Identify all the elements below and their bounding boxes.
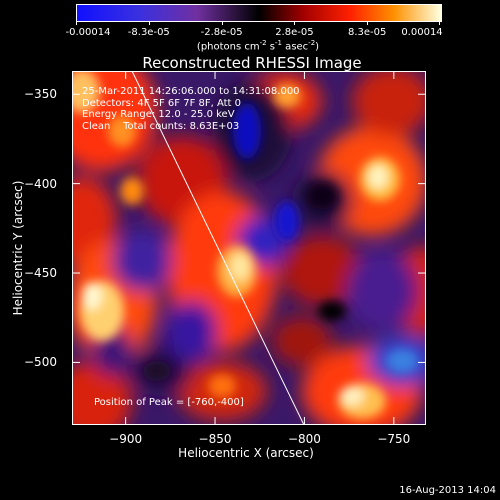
- colorbar-label: -2.8e-05: [200, 27, 243, 38]
- y-tick-label: −500: [24, 355, 57, 370]
- colorbar-tick: [439, 21, 440, 25]
- colorbar-tick: [148, 21, 150, 25]
- energy-range: Energy Range: 12.0 - 25.0 keV: [82, 109, 235, 120]
- rhessi-image-plot: 25-Mar-2011 14:26:06.000 to 14:31:08.000…: [72, 71, 426, 425]
- colorbar-label: -8.3e-05: [127, 27, 170, 38]
- colorbar-units: (photons cm-2 s-1 asec-2): [196, 39, 320, 53]
- colorbar-tick: [294, 21, 296, 25]
- colorbar-label: 8.3e-05: [347, 27, 387, 38]
- clean-counts: Clean Total counts: 8.63E+03: [82, 120, 240, 132]
- colorbar-tick: [76, 21, 77, 25]
- y-axis-label: Heliocentric Y (arcsec): [11, 180, 25, 316]
- footer-date: 16-Aug-2013 14:04: [399, 485, 496, 496]
- y-tick-label: −400: [24, 176, 57, 191]
- peak-position: Position of Peak = [-760,-400]: [94, 397, 244, 408]
- colorbar-label: 2.8e-05: [275, 27, 314, 38]
- x-axis-label: Heliocentric X (arcsec): [178, 446, 314, 460]
- time-range: 25-Mar-2011 14:26:06.000 to 14:31:08.000: [82, 86, 300, 97]
- colorbar-label: 0.00014: [401, 27, 443, 38]
- plot-axis-ticks: [72, 71, 426, 425]
- x-tick-label: −900: [109, 432, 143, 446]
- colorbar-label: -0.00014: [65, 27, 111, 38]
- x-tick-label: −850: [198, 432, 232, 446]
- info-block: 25-Mar-2011 14:26:06.000 to 14:31:08.000…: [82, 86, 300, 132]
- colorbar-tick: [367, 21, 369, 25]
- y-tick-label: −450: [24, 266, 57, 281]
- solar-limb-line: [131, 71, 305, 425]
- image-title: Reconstructed RHESSI Image: [142, 54, 362, 72]
- colorbar: [76, 4, 442, 22]
- y-tick-label: −350: [24, 87, 57, 102]
- x-tick-label: −750: [377, 432, 411, 446]
- x-tick-label: −800: [287, 432, 321, 446]
- colorbar-tick: [221, 21, 223, 25]
- detectors: Detectors: 4F 5F 6F 7F 8F, Att 0: [82, 97, 242, 109]
